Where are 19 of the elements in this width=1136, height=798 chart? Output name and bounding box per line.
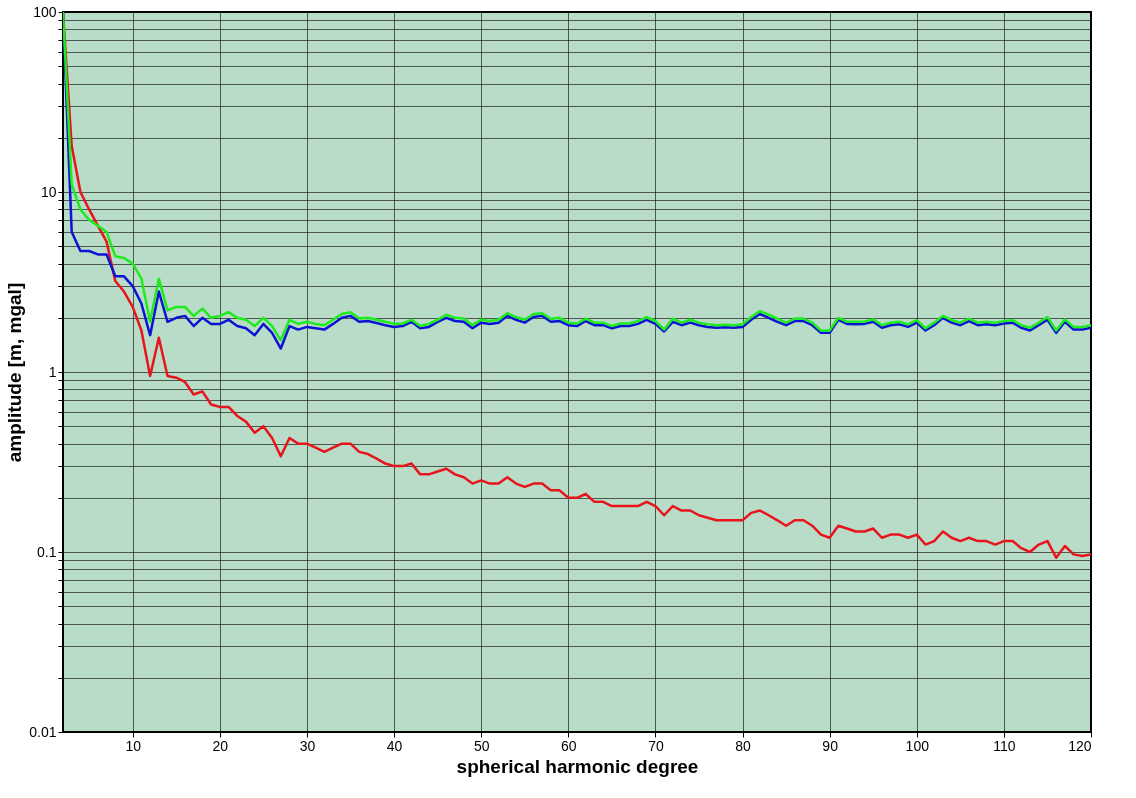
x-tick-label: 70 (648, 737, 664, 754)
y-tick-label: 100 (33, 3, 57, 20)
x-tick-label: 10 (125, 737, 142, 754)
y-tick-label: 0.01 (29, 723, 57, 740)
x-tick-label: 60 (561, 737, 577, 754)
y-tick-label: 0.1 (37, 543, 57, 560)
x-tick-label: 30 (299, 737, 316, 754)
x-tick-label: 50 (473, 737, 490, 754)
x-tick-label: 80 (735, 737, 752, 754)
y-tick-label: 10 (40, 183, 57, 200)
x-tick-label: 120 (1068, 737, 1092, 754)
x-tick-label: 20 (212, 737, 229, 754)
x-axis-title: spherical harmonic degree (456, 755, 699, 777)
x-tick-label: 100 (905, 737, 930, 754)
x-tick-label: 110 (993, 737, 1016, 754)
x-tick-label: 90 (822, 737, 839, 754)
y-tick-label: 1 (48, 363, 57, 380)
x-tick-label: 40 (386, 737, 403, 754)
y-axis-title: amplitude [m, mgal] (4, 282, 26, 463)
